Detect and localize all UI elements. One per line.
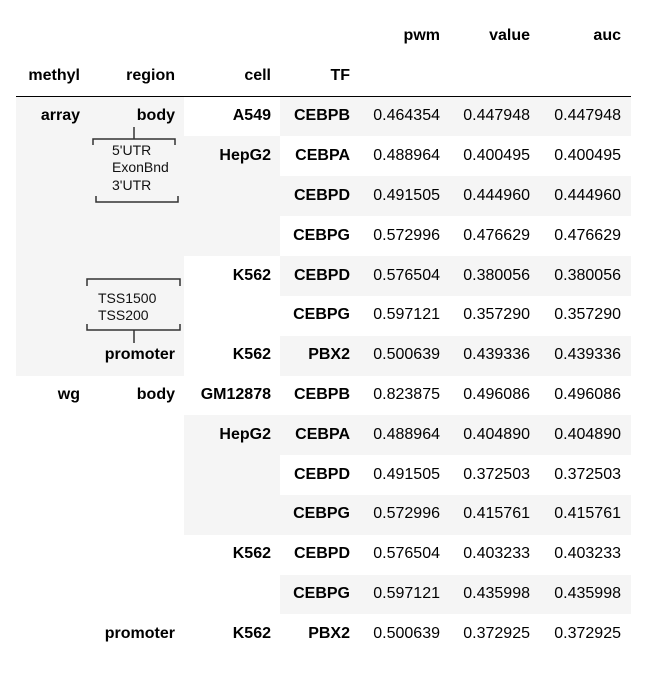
auc-cell: 0.496086	[554, 386, 621, 403]
index-header-methyl: methyl	[28, 67, 80, 84]
pwm-cell: 0.500639	[373, 346, 440, 363]
promoter-region-list-tss200: TSS200	[98, 307, 149, 323]
cell-line-cell: K562	[232, 545, 271, 562]
tf-cell: CEBPD	[293, 267, 350, 284]
value-cell: 0.435998	[463, 585, 530, 602]
tf-cell: CEBPA	[295, 426, 350, 443]
pwm-cell: 0.823875	[373, 386, 440, 403]
shade-row-10	[280, 495, 631, 535]
tf-cell: PBX2	[308, 346, 350, 363]
value-cell: 0.447948	[463, 107, 530, 124]
pwm-cell: 0.488964	[373, 426, 440, 443]
region-cell: body	[136, 386, 175, 403]
cell-line-cell: K562	[232, 625, 271, 642]
promoter-bracket-bottom	[86, 324, 181, 331]
auc-cell: 0.415761	[554, 505, 621, 522]
cell-line-cell: HepG2	[219, 426, 271, 443]
pwm-cell: 0.576504	[373, 267, 440, 284]
index-header-cell: cell	[244, 67, 271, 84]
auc-cell: 0.372503	[554, 466, 621, 483]
shade-row-12	[280, 575, 631, 614]
tf-cell: CEBPG	[293, 505, 350, 522]
tf-cell: CEBPD	[293, 545, 350, 562]
pwm-cell: 0.597121	[373, 306, 440, 323]
shade-row-4	[280, 256, 631, 296]
body-region-list-utr5: 5'UTR	[112, 142, 152, 158]
region-cell: promoter	[104, 625, 175, 642]
header-divider	[16, 96, 631, 97]
shade-row-8	[280, 415, 631, 455]
col-header-pwm: pwm	[403, 27, 440, 44]
body-region-list-utr3: 3'UTR	[112, 177, 152, 193]
value-cell: 0.372503	[463, 466, 530, 483]
col-header-value: value	[489, 27, 530, 44]
pwm-cell: 0.491505	[373, 466, 440, 483]
auc-cell: 0.372925	[554, 625, 621, 642]
auc-cell: 0.404890	[554, 426, 621, 443]
value-cell: 0.476629	[463, 227, 530, 244]
index-header-tf: TF	[330, 67, 350, 84]
cell-line-cell: K562	[232, 346, 271, 363]
tf-cell: CEBPD	[293, 466, 350, 483]
value-cell: 0.380056	[463, 267, 530, 284]
tf-cell: CEBPB	[293, 386, 350, 403]
auc-cell: 0.444960	[554, 187, 621, 204]
tf-cell: CEBPB	[293, 107, 350, 124]
value-cell: 0.415761	[463, 505, 530, 522]
col-header-auc: auc	[593, 27, 621, 44]
cell-line-cell: HepG2	[219, 147, 271, 164]
value-cell: 0.496086	[463, 386, 530, 403]
pwm-cell: 0.491505	[373, 187, 440, 204]
shade-hepg2-group	[184, 136, 280, 256]
body-bracket-bottom	[95, 196, 179, 203]
cell-line-cell: A549	[232, 107, 271, 124]
auc-cell: 0.403233	[554, 545, 621, 562]
pwm-cell: 0.488964	[373, 147, 440, 164]
value-cell: 0.444960	[463, 187, 530, 204]
shade-row-6	[280, 336, 631, 376]
auc-cell: 0.476629	[554, 227, 621, 244]
tf-cell: CEBPD	[293, 187, 350, 204]
tf-cell: CEBPA	[295, 147, 350, 164]
cell-line-cell: K562	[232, 267, 271, 284]
body-region-list-exonbnd: ExonBnd	[112, 159, 169, 175]
value-cell: 0.403233	[463, 545, 530, 562]
tf-cell: CEBPG	[293, 306, 350, 323]
auc-cell: 0.357290	[554, 306, 621, 323]
pwm-cell: 0.572996	[373, 505, 440, 522]
promoter-region-list-tss1500: TSS1500	[98, 290, 157, 306]
pwm-cell: 0.464354	[373, 107, 440, 124]
methyl-cell: wg	[57, 386, 80, 403]
value-cell: 0.404890	[463, 426, 530, 443]
value-cell: 0.439336	[463, 346, 530, 363]
pwm-cell: 0.572996	[373, 227, 440, 244]
tf-cell: PBX2	[308, 625, 350, 642]
region-cell: promoter	[104, 346, 175, 363]
methyl-cell: array	[40, 107, 80, 124]
value-cell: 0.372925	[463, 625, 530, 642]
auc-cell: 0.439336	[554, 346, 621, 363]
shade-row-2	[280, 176, 631, 216]
auc-cell: 0.380056	[554, 267, 621, 284]
cell-line-cell: GM12878	[200, 386, 271, 403]
value-cell: 0.357290	[463, 306, 530, 323]
pwm-cell: 0.500639	[373, 625, 440, 642]
pwm-cell: 0.597121	[373, 585, 440, 602]
shade-row-0	[280, 97, 631, 136]
pwm-cell: 0.576504	[373, 545, 440, 562]
value-cell: 0.400495	[463, 147, 530, 164]
index-header-region: region	[126, 67, 175, 84]
auc-cell: 0.447948	[554, 107, 621, 124]
shade-hepg2-wg-group	[184, 415, 280, 535]
promoter-bracket-top	[86, 278, 181, 286]
auc-cell: 0.400495	[554, 147, 621, 164]
region-cell: body	[136, 107, 175, 124]
auc-cell: 0.435998	[554, 585, 621, 602]
tf-cell: CEBPG	[293, 227, 350, 244]
tf-cell: CEBPG	[293, 585, 350, 602]
